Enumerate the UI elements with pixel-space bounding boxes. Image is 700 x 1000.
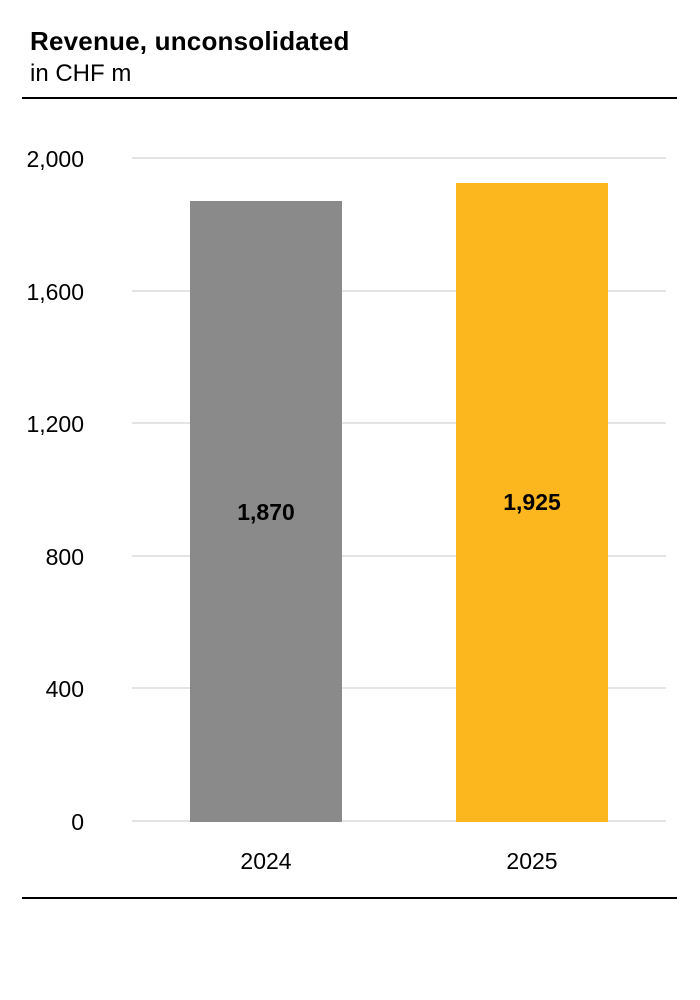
bottom-rule xyxy=(22,897,677,899)
y-axis-tick-label: 1,600 xyxy=(26,278,84,305)
gridline-400 xyxy=(132,687,666,690)
y-axis-tick-label: 800 xyxy=(45,543,84,570)
y-axis-tick-label: 400 xyxy=(45,676,84,703)
gridline-1600 xyxy=(132,289,666,292)
x-axis-label-2025: 2025 xyxy=(506,848,558,874)
gridline-2000 xyxy=(132,157,666,159)
y-axis-tick-label: 2,000 xyxy=(26,146,84,172)
bar-2024 xyxy=(190,201,342,822)
top-rule xyxy=(22,97,677,99)
gridline-0 xyxy=(132,820,666,822)
gridline-1200 xyxy=(132,422,666,425)
y-axis-tick-label: 0 xyxy=(71,809,84,835)
x-axis-label-2024: 2024 xyxy=(240,848,292,874)
chart-title: Revenue, unconsolidated xyxy=(30,26,350,56)
chart-subtitle: in CHF m xyxy=(30,60,132,87)
bar-value-label-2025: 1,925 xyxy=(503,489,561,516)
gridline-800 xyxy=(132,554,666,557)
bar-value-label-2024: 1,870 xyxy=(237,498,295,525)
bar-2025 xyxy=(456,182,608,822)
y-axis-tick-label: 1,200 xyxy=(26,411,84,438)
